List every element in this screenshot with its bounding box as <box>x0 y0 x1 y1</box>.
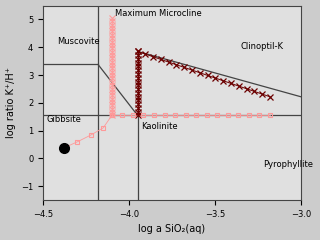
Text: Maximum Microcline: Maximum Microcline <box>115 9 202 18</box>
Text: Pyrophyllite: Pyrophyllite <box>263 160 313 169</box>
Text: Muscovite: Muscovite <box>57 37 100 46</box>
Y-axis label: log ratio K⁺/H⁺: log ratio K⁺/H⁺ <box>5 67 16 138</box>
Text: Clinoptil-K: Clinoptil-K <box>241 42 284 51</box>
Text: Gibbsite: Gibbsite <box>46 115 81 124</box>
Text: Kaolinite: Kaolinite <box>141 122 178 131</box>
X-axis label: log a SiO₂(aq): log a SiO₂(aq) <box>138 224 205 234</box>
